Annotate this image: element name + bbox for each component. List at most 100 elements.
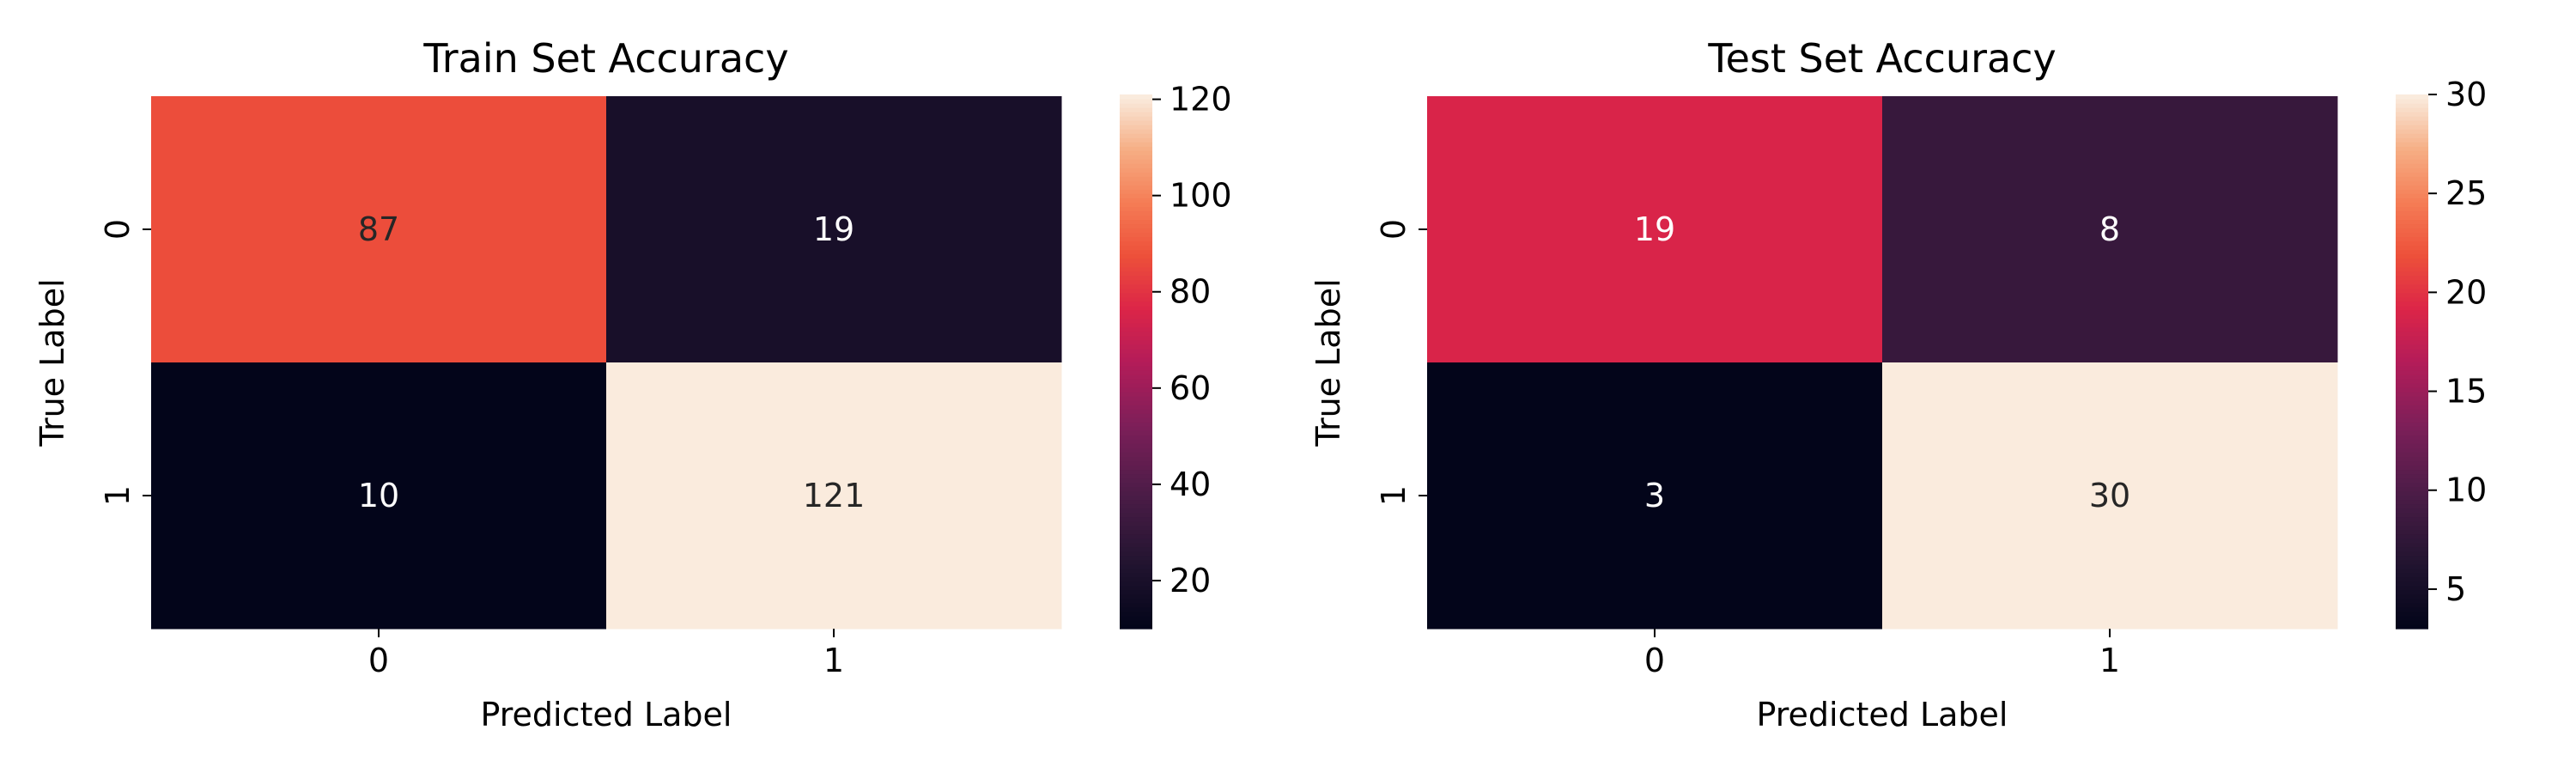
colorbar-segment [1120, 413, 1152, 418]
colorbar-segment [2396, 99, 2428, 104]
heatmap-cell [1882, 362, 2338, 630]
colorbar-segment [1120, 503, 1152, 509]
colorbar-segment [2396, 94, 2428, 100]
colorbar-segment [1120, 301, 1152, 307]
colorbar-segment [1120, 589, 1152, 595]
colorbar-segment [1120, 356, 1152, 362]
colorbar-segment [2396, 619, 2428, 625]
colorbar-segment [2396, 202, 2428, 208]
colorbar-segment [2396, 167, 2428, 173]
colorbar-segment [2396, 339, 2428, 345]
colorbar-segment [2396, 508, 2428, 514]
colorbar-segment [2396, 271, 2428, 277]
colorbar-segment [2396, 296, 2428, 302]
colorbar-segment [2396, 305, 2428, 311]
colorbar-segment [2396, 589, 2428, 595]
colorbar-segment [1120, 525, 1152, 531]
colorbar-segment [2396, 405, 2428, 410]
colorbar-segment [2396, 279, 2428, 285]
colorbar-segment [2396, 180, 2428, 186]
colorbar-segment [1120, 150, 1152, 155]
colorbar-segment [2396, 219, 2428, 225]
cell-value-label: 8 [2099, 210, 2120, 248]
colorbar-segment [1120, 430, 1152, 435]
colorbar-segment [1120, 383, 1152, 388]
colorbar-segment [2396, 150, 2428, 155]
colorbar-segment [1120, 447, 1152, 453]
colorbar-segment [1120, 228, 1152, 234]
colorbar-segment [1120, 129, 1152, 134]
colorbar-segment [1120, 499, 1152, 505]
colorbar-segment [1120, 362, 1152, 367]
colorbar-segment [2396, 495, 2428, 501]
colorbar-segment [1120, 542, 1152, 548]
colorbar-segment [1120, 137, 1152, 143]
colorbar-segment [2396, 465, 2428, 471]
colorbar-segment [1120, 172, 1152, 177]
colorbar-segment [1120, 538, 1152, 544]
colorbar-segment [1120, 185, 1152, 190]
colorbar-segment [2396, 245, 2428, 251]
colorbar-segment [1120, 482, 1152, 488]
colorbar-segment [1120, 379, 1152, 384]
colorbar-segment [2396, 362, 2428, 367]
colorbar-segment [2396, 572, 2428, 578]
colorbar-segment [1120, 240, 1152, 247]
colorbar-segment [2396, 125, 2428, 130]
colorbar-segment [2396, 155, 2428, 160]
colorbar-segment [1120, 258, 1152, 264]
colorbar-segment [1120, 219, 1152, 225]
colorbar-segment [2396, 112, 2428, 117]
colorbar-segment [1120, 473, 1152, 479]
colorbar-segment [2396, 413, 2428, 418]
colorbar-segment [2396, 215, 2428, 221]
colorbar-segment [1120, 99, 1152, 104]
colorbar-segment [2396, 107, 2428, 113]
colorbar-tick-label: 60 [1170, 369, 1211, 407]
colorbar-segment [1120, 198, 1152, 204]
colorbar-segment [1120, 602, 1152, 608]
colorbar-segment [2396, 499, 2428, 505]
colorbar-segment [2396, 516, 2428, 522]
heatmap-cell [1882, 96, 2338, 363]
colorbar-segment [2396, 206, 2428, 212]
colorbar-segment [1120, 107, 1152, 113]
x-tick-label: 0 [1644, 642, 1665, 679]
colorbar-segment [2396, 288, 2428, 294]
colorbar-segment [1120, 326, 1152, 332]
colorbar-segment [1120, 516, 1152, 522]
colorbar-segment [1120, 396, 1152, 401]
colorbar-segment [2396, 606, 2428, 612]
colorbar-segment [2396, 520, 2428, 526]
colorbar-segment [1120, 180, 1152, 186]
colorbar-segment [1120, 155, 1152, 160]
cell-value-label: 121 [803, 477, 866, 514]
colorbar-segment [2396, 512, 2428, 518]
colorbar-segment [2396, 417, 2428, 423]
colorbar-segment [2396, 146, 2428, 151]
colorbar-segment [1120, 344, 1152, 350]
colorbar-segment [1120, 598, 1152, 604]
colorbar-segment [2396, 266, 2428, 272]
colorbar-tick-label: 100 [1170, 177, 1232, 215]
colorbar-segment [1120, 460, 1152, 466]
colorbar-segment [2396, 469, 2428, 475]
colorbar-segment [1120, 619, 1152, 625]
colorbar-segment [1120, 94, 1152, 100]
colorbar-segment [1120, 572, 1152, 578]
colorbar-segment [1120, 193, 1152, 198]
colorbar-segment [2396, 374, 2428, 380]
colorbar-segment [1120, 120, 1152, 125]
colorbar-segment [2396, 546, 2428, 552]
colorbar-segment [2396, 392, 2428, 397]
colorbar-segment [2396, 326, 2428, 332]
colorbar-segment [1120, 465, 1152, 471]
y-axis-label: True Label [33, 278, 71, 447]
colorbar-segment [1120, 568, 1152, 574]
heatmap-cell [151, 362, 607, 630]
colorbar-segment [1120, 322, 1152, 328]
colorbar-segment [2396, 563, 2428, 569]
colorbar-tick-label: 80 [1170, 273, 1211, 311]
colorbar-segment [1120, 262, 1152, 268]
